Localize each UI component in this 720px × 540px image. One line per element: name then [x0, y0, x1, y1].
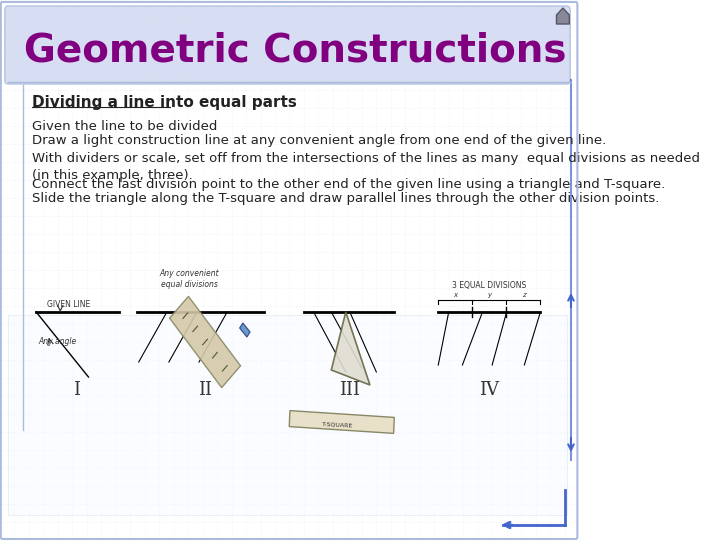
Text: Any convenient
equal divisions: Any convenient equal divisions [159, 269, 219, 289]
Polygon shape [331, 312, 370, 385]
Polygon shape [557, 8, 570, 24]
Text: Draw a light construction line at any convenient angle from one end of the given: Draw a light construction line at any co… [32, 134, 606, 147]
Text: II: II [198, 381, 212, 399]
Text: Dividing a line into equal parts: Dividing a line into equal parts [32, 95, 297, 110]
Text: z: z [521, 292, 525, 298]
Text: III: III [339, 381, 360, 399]
Text: I: I [73, 381, 80, 399]
Text: Any angle: Any angle [39, 337, 77, 346]
Text: IV: IV [479, 381, 499, 399]
FancyBboxPatch shape [5, 6, 570, 84]
Text: Slide the triangle along the T-square and draw parallel lines through the other : Slide the triangle along the T-square an… [32, 192, 660, 205]
Text: x: x [453, 292, 457, 298]
Text: 3 EQUAL DIVISIONS: 3 EQUAL DIVISIONS [452, 281, 526, 290]
Text: Connect the last division point to the other end of the given line using a trian: Connect the last division point to the o… [32, 178, 665, 191]
Text: y: y [487, 292, 491, 298]
Polygon shape [289, 410, 395, 434]
Text: T-SQUARE: T-SQUARE [322, 421, 353, 428]
Text: Geometric Constructions: Geometric Constructions [24, 31, 567, 69]
Bar [8, 315, 567, 515]
Text: Given the line to be divided: Given the line to be divided [32, 120, 217, 133]
Text: GIVEN LINE: GIVEN LINE [47, 300, 90, 309]
Polygon shape [170, 296, 240, 388]
Text: With dividers or scale, set off from the intersections of the lines as many  equ: With dividers or scale, set off from the… [32, 152, 700, 182]
Polygon shape [240, 323, 250, 337]
